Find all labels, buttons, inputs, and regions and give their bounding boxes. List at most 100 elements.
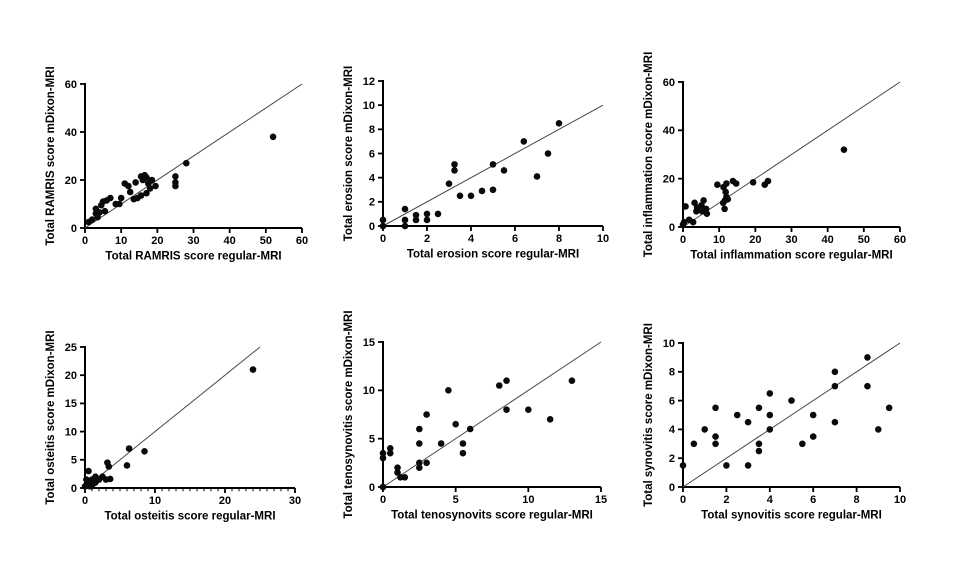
x-tick-label: 0 [680, 494, 686, 506]
data-point [467, 192, 475, 200]
data-point [269, 133, 277, 141]
data-point [700, 197, 707, 204]
data-point [451, 161, 458, 168]
data-point [733, 411, 741, 419]
x-tick-label: 0 [680, 234, 686, 246]
data-point [416, 464, 423, 471]
data-point [401, 205, 409, 213]
data-point [379, 454, 387, 462]
y-tick-label: 20 [65, 175, 77, 187]
data-point [143, 174, 150, 181]
x-tick-label: 10 [713, 234, 725, 246]
data-point [466, 425, 474, 433]
data-point [703, 210, 711, 218]
y-axis-label: Total synovitis score mDixon-MRI [643, 323, 655, 507]
data-point [379, 222, 387, 230]
identity-line [382, 341, 602, 488]
y-tick-label: 8 [669, 367, 675, 379]
data-points [85, 133, 277, 226]
x-tick-label: 20 [219, 495, 231, 507]
x-axis-label: Total synovitis score regular-MRI [701, 510, 882, 522]
data-point [755, 404, 763, 412]
y-tick-label: 10 [65, 426, 77, 438]
x-tick-label: 20 [151, 235, 163, 247]
data-point [423, 210, 431, 218]
data-point [809, 411, 817, 419]
y-tick-label: 5 [71, 455, 77, 467]
x-tick-label: 15 [595, 494, 607, 506]
y-tick-label: 15 [65, 398, 77, 410]
x-tick-label: 10 [597, 233, 609, 245]
scatter-plot-synovitis: 0 2 4 6 8 10 0 2 4 6 8 10 Total synovitis score regu… [643, 323, 906, 521]
data-point [451, 167, 458, 174]
data-point [690, 440, 698, 448]
data-point [416, 425, 423, 433]
identity-line [682, 81, 901, 228]
y-axis-label: Total osteitis score mDixon-MRI [45, 330, 57, 504]
y-tick-label: 60 [663, 77, 675, 89]
data-point [401, 216, 409, 224]
data-point [875, 426, 882, 433]
x-tick-label: 30 [289, 495, 301, 507]
data-point [172, 173, 179, 180]
x-tick-label: 5 [453, 494, 459, 506]
identity-line [682, 342, 901, 488]
y-tick-label: 20 [65, 370, 77, 382]
y-tick-label: 4 [369, 172, 376, 184]
y-tick-label: 10 [363, 385, 375, 397]
data-point [106, 475, 114, 483]
data-point [546, 416, 554, 423]
data-point [117, 194, 125, 202]
data-point [101, 207, 109, 215]
data-point [459, 449, 467, 457]
data-point [799, 440, 806, 448]
y-tick-label: 2 [669, 453, 675, 465]
x-tick-label: 10 [522, 494, 534, 506]
x-tick-label: 60 [894, 234, 906, 246]
data-point [701, 426, 708, 433]
data-point [394, 464, 401, 471]
y-axis-label: Total RAMRIS score mDixon-MRI [45, 66, 57, 245]
data-point [744, 462, 752, 469]
data-point [386, 445, 394, 452]
y-tick-label: 4 [669, 424, 676, 436]
y-tick-label: 0 [369, 482, 375, 494]
data-point [724, 195, 732, 203]
y-tick-label: 0 [71, 483, 77, 495]
data-point [864, 382, 871, 390]
data-point [401, 474, 409, 481]
x-tick-label: 50 [260, 235, 272, 247]
x-tick-label: 30 [785, 234, 797, 246]
y-tick-label: 25 [65, 342, 77, 354]
data-point [386, 449, 394, 457]
data-point [489, 186, 497, 194]
data-point [148, 176, 156, 184]
x-tick-label: 0 [380, 494, 386, 506]
data-point [755, 440, 763, 448]
data-point [831, 368, 839, 376]
x-tick-label: 4 [767, 494, 774, 506]
scatter-plot-erosion: 0 2 4 6 8 10 0 2 4 6 8 10 12 Total erosion score regu… [343, 66, 609, 261]
data-point [544, 150, 552, 157]
y-tick-label: 8 [369, 124, 375, 136]
data-point [107, 194, 114, 202]
data-point [831, 382, 839, 390]
y-tick-label: 15 [363, 337, 375, 349]
data-point [152, 182, 159, 190]
y-axis-label: Total tenosynovitis score mDixon-MRI [343, 310, 355, 518]
data-point [680, 218, 688, 226]
y-axis-label: Total inflammation score mDixon-MRI [643, 52, 655, 258]
data-point [379, 216, 387, 224]
data-point [722, 188, 729, 196]
data-point [423, 216, 431, 224]
data-point [141, 448, 148, 455]
data-point [712, 404, 719, 412]
data-point [116, 200, 123, 208]
y-tick-label: 0 [669, 222, 675, 234]
x-tick-label: 40 [224, 235, 236, 247]
data-point [495, 382, 503, 389]
data-point [840, 146, 848, 153]
data-point [379, 449, 387, 457]
data-point [416, 440, 423, 447]
